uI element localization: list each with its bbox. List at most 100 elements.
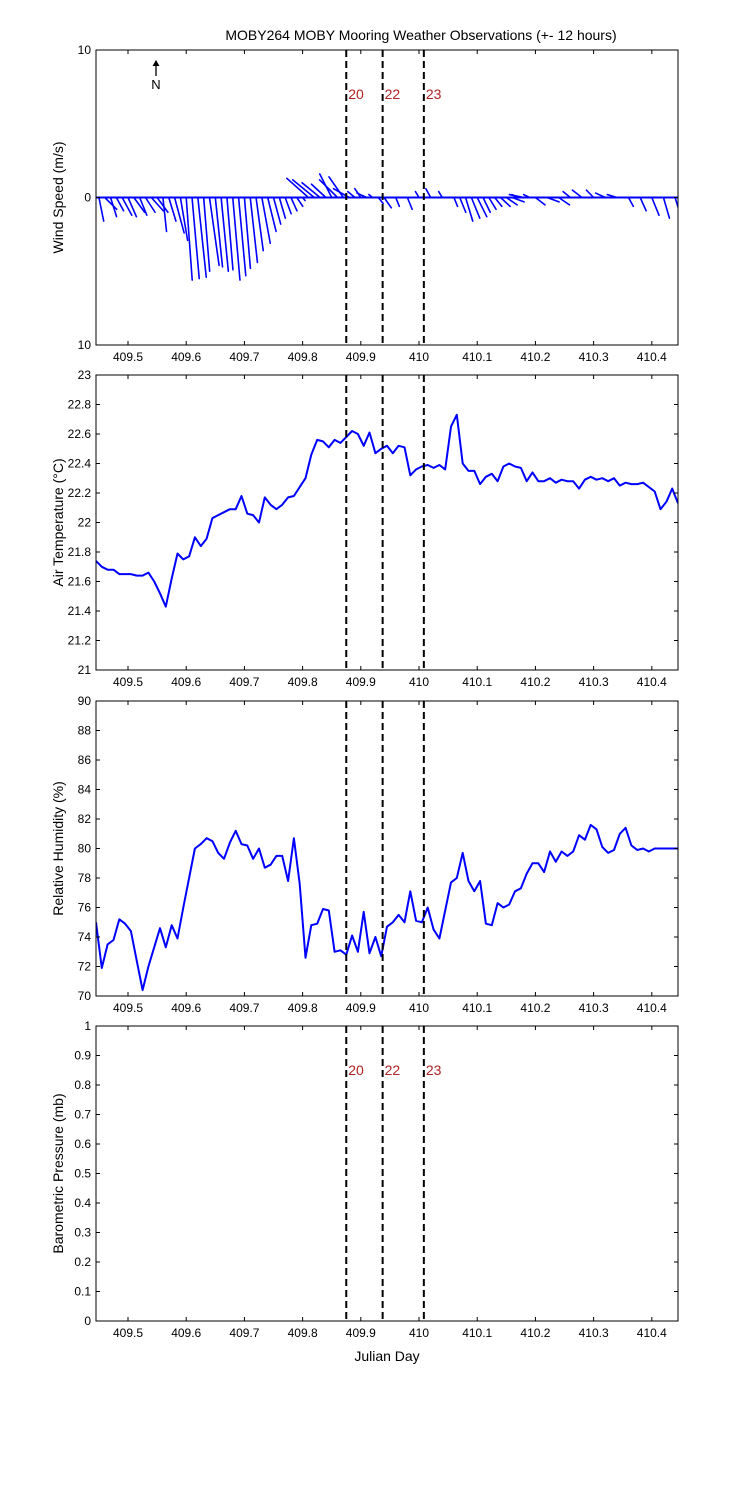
x-tick-label: 409.8 [288, 350, 318, 364]
x-tick-label: 410.1 [462, 1326, 492, 1340]
y-tick-label: 22.8 [68, 398, 92, 412]
series-group [96, 823, 678, 992]
wind-vector [138, 196, 148, 216]
x-tick-label: 409.7 [229, 675, 259, 689]
y-tick-label: 0.6 [74, 1137, 91, 1151]
north-arrowhead-icon [152, 60, 160, 66]
y-axis-label: Air Temperature (°C) [50, 458, 66, 586]
wind-vector [291, 179, 316, 199]
wind-vector [557, 196, 571, 206]
x-tick-label: 410 [409, 1001, 429, 1015]
wind-vector [103, 196, 118, 211]
x-tick-label: 410.2 [520, 1326, 550, 1340]
wind-vector [534, 196, 546, 206]
y-tick-label: 0.7 [74, 1108, 91, 1122]
wind-vector [511, 196, 525, 203]
wind-vector [505, 196, 518, 206]
y-tick-label: 0.9 [74, 1049, 91, 1063]
y-tick-label: 86 [78, 753, 92, 767]
x-tick-label: 410.4 [637, 675, 667, 689]
wind-vector [606, 193, 618, 199]
x-tick-label: 409.7 [229, 1326, 259, 1340]
x-tick-label: 409.9 [346, 350, 376, 364]
wind-vector [266, 196, 277, 233]
wind-vector [470, 196, 481, 219]
wind-vector [185, 196, 194, 281]
wind-vector [356, 192, 368, 199]
wind-vector [651, 196, 660, 216]
x-tick-label: 410 [409, 350, 429, 364]
wind-vector [522, 193, 531, 199]
wind-vector [318, 179, 339, 199]
y-tick-label: 22 [78, 516, 92, 530]
y-tick-label: 0.4 [74, 1196, 91, 1210]
y-tick-label: 90 [78, 694, 92, 708]
x-tick-label: 410.1 [462, 675, 492, 689]
y-tick-label: 80 [78, 842, 92, 856]
x-tick-label: 409.5 [113, 350, 143, 364]
figure-title: MOBY264 MOBY Mooring Weather Observation… [225, 27, 616, 43]
panel-2: 409.5 409.6 409.7 409.8 409.9 410 410.1 410.2 41… [50, 368, 679, 689]
wind-vector [167, 196, 177, 222]
wind-vector [278, 196, 287, 219]
wind-vector [301, 181, 321, 199]
wind-vector [571, 189, 583, 199]
x-tick-label: 409.9 [346, 1326, 376, 1340]
y-axis-label: Relative Humidity (%) [50, 781, 66, 916]
x-tick-label: 409.6 [171, 675, 201, 689]
series-group [96, 413, 678, 608]
y-tick-label: 23 [78, 368, 92, 382]
y-tick-label: 76 [78, 901, 92, 915]
wind-vector [453, 196, 459, 208]
wind-vector [662, 196, 671, 219]
marker-label: 23 [426, 86, 442, 102]
y-tick-label: 21.2 [68, 634, 92, 648]
panel-1: 409.5 409.6 409.7 409.8 409.9 410 410.1 410.2 41… [50, 43, 679, 364]
wind-vector [290, 196, 298, 212]
y-tick-label: 82 [78, 812, 92, 826]
x-tick-label: 409.8 [288, 1001, 318, 1015]
wind-vector [115, 196, 125, 212]
wind-vector [98, 196, 105, 222]
y-tick-label: 70 [78, 989, 92, 1003]
y-tick-label: 0.5 [74, 1167, 91, 1181]
series-line [96, 413, 678, 608]
wind-vector [488, 196, 497, 211]
x-tick-label: 410.4 [637, 350, 667, 364]
wind-vector [377, 196, 384, 205]
x-tick-label: 409.9 [346, 675, 376, 689]
y-tick-label: 21.4 [68, 604, 92, 618]
wind-vector [208, 196, 220, 267]
x-tick-label: 410 [409, 1326, 429, 1340]
wind-vector [383, 196, 393, 209]
wind-vector [214, 196, 224, 268]
series-line [96, 823, 678, 992]
wind-vector [286, 177, 310, 199]
wind-vector [237, 196, 247, 277]
panel-3: 409.5 409.6 409.7 409.8 409.9 410 410.1 410.2 41… [50, 694, 679, 1015]
wind-vector [144, 196, 156, 214]
x-tick-label: 410 [409, 675, 429, 689]
x-tick-label: 410.1 [462, 350, 492, 364]
y-tick-label: 84 [78, 783, 92, 797]
y-tick-label: 78 [78, 871, 92, 885]
y-tick-label: 0 [84, 191, 91, 205]
marker-label: 23 [426, 1062, 442, 1078]
north-label: N [151, 77, 160, 92]
wind-vector [109, 196, 118, 218]
wind-vector [202, 196, 211, 273]
wind-vector [493, 196, 503, 208]
x-tick-label: 410.3 [579, 1001, 609, 1015]
x-tick-label: 410.4 [637, 1001, 667, 1015]
wind-vector [414, 190, 420, 199]
wind-vector [249, 196, 259, 264]
y-tick-label: 22.2 [68, 486, 92, 500]
wind-vector [226, 196, 234, 271]
x-tick-label: 409.5 [113, 1326, 143, 1340]
x-tick-label: 409.8 [288, 1326, 318, 1340]
wind-vector [261, 196, 272, 245]
wind-vector [639, 196, 647, 212]
wind-vector [499, 196, 511, 208]
wind-vector [585, 189, 595, 199]
